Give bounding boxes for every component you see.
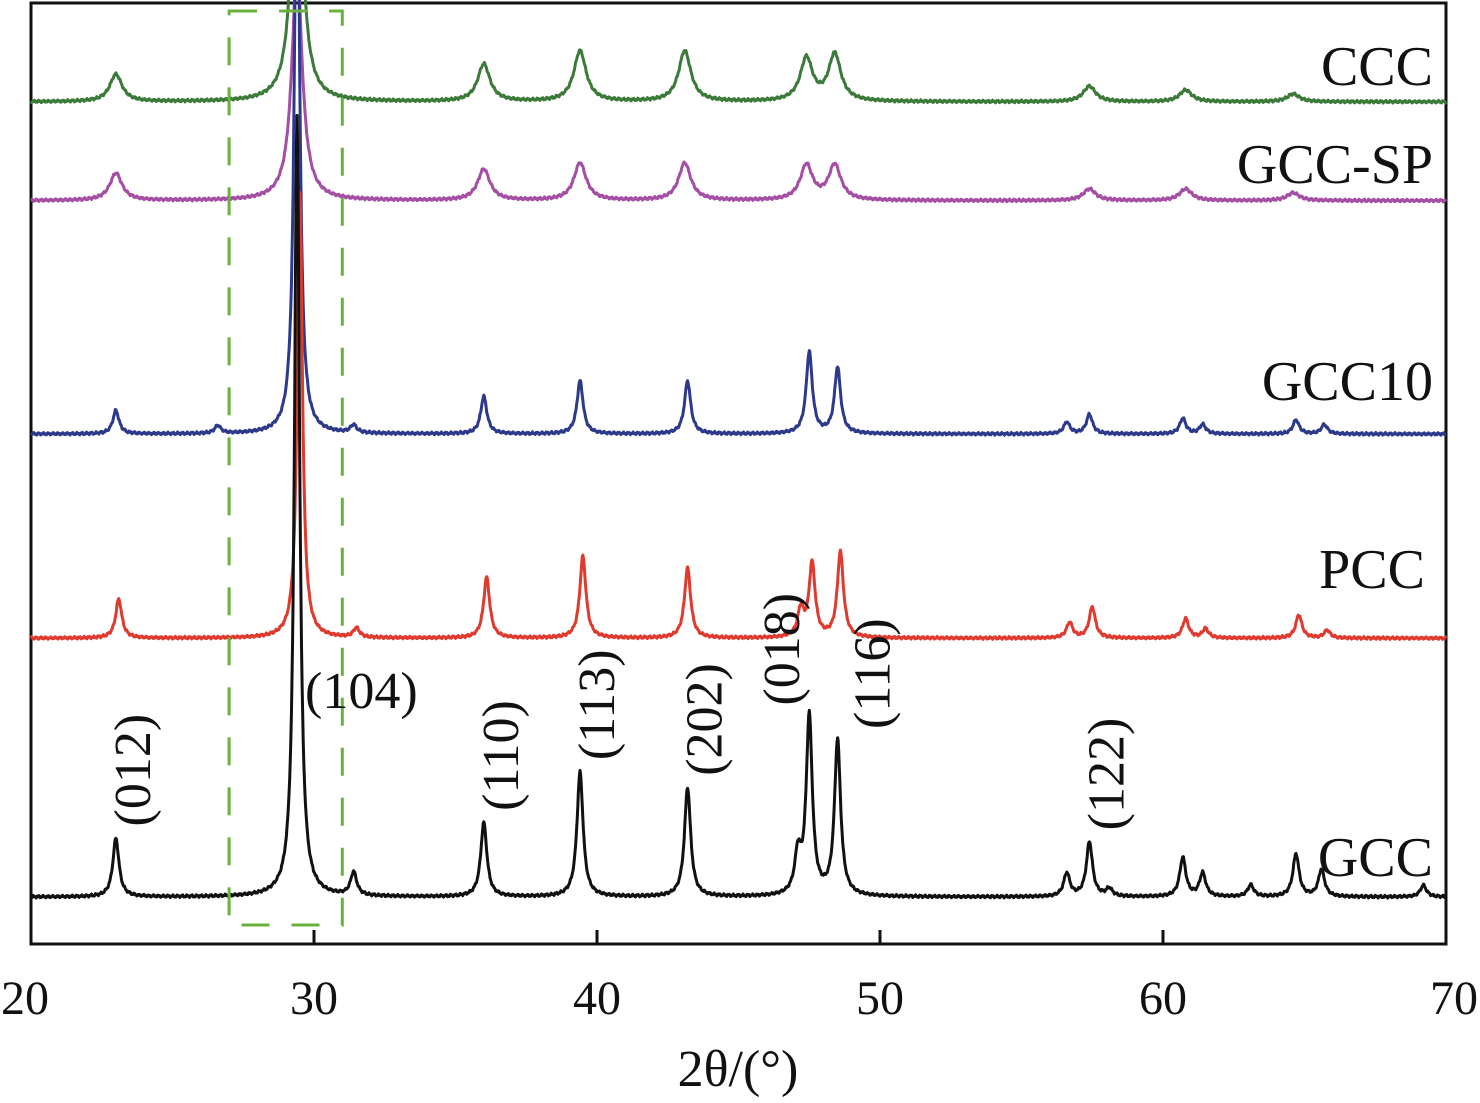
series-line-ccc	[29, 0, 1448, 105]
series-label-ccc: CCC	[1321, 36, 1433, 98]
x-tick-label-60: 60	[1139, 972, 1187, 1025]
peak-label-113: (113)	[569, 649, 626, 760]
peak-label-104: (104)	[305, 663, 418, 720]
series-label-layer: CCC GCC-SP GCC10 PCC GCC	[1237, 36, 1433, 889]
peak-label-018: (018)	[754, 593, 811, 706]
series-line-gcc	[30, 113, 1447, 900]
x-tick-label-30: 30	[290, 972, 338, 1025]
x-tick-label-20: 20	[1, 972, 49, 1025]
series-line-gcc-sp	[30, 0, 1447, 204]
peak-label-122: (122)	[1078, 718, 1135, 831]
highlight-layer	[227, 9, 344, 927]
plot-frame	[29, 1, 1448, 946]
series-label-gcc-sp: GCC-SP	[1237, 134, 1433, 196]
series-layer	[29, 0, 1448, 900]
x-axis-title: 2θ/(°)	[678, 1041, 799, 1098]
peak-label-116: (116)	[845, 618, 902, 729]
peak-label-202: (202)	[677, 663, 734, 776]
peak-label-012: (012)	[105, 714, 162, 827]
x-tick-layer: 20 30 40 50 60 70	[1, 930, 1478, 1025]
series-line-pcc	[29, 191, 1448, 641]
series-label-pcc: PCC	[1319, 539, 1425, 601]
peak-label-110: (110)	[473, 700, 530, 811]
x-tick-label-70: 70	[1430, 972, 1478, 1025]
x-tick-label-40: 40	[573, 972, 621, 1025]
series-label-gcc: GCC	[1318, 827, 1433, 889]
series-label-gcc10: GCC10	[1262, 351, 1433, 413]
x-tick-label-50: 50	[856, 972, 904, 1025]
highlight-box	[227, 9, 344, 927]
series-line-gcc10	[30, 0, 1447, 437]
peak-annotation-layer: (012) (104) (110) (113) (202) (018) (116) (122)	[105, 593, 1136, 830]
